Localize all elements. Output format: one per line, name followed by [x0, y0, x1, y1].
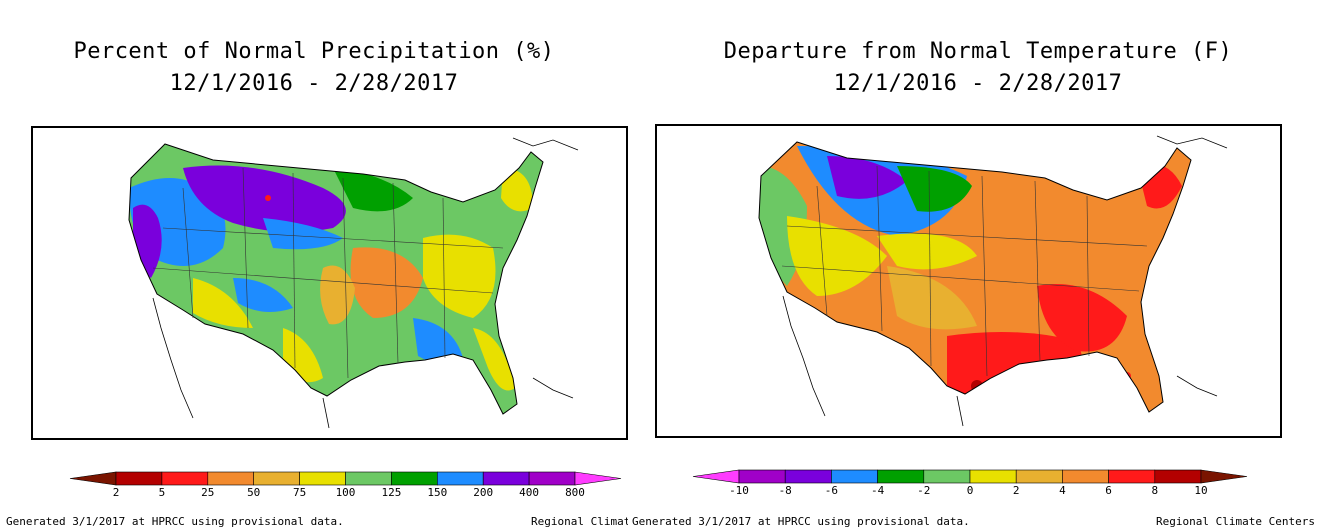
- legend-swatch: [1154, 469, 1202, 484]
- precipitation-footer-credit: Regional Climat: [531, 515, 628, 528]
- precipitation-us-map-svg: [128, 137, 579, 429]
- legend-tick-label: -10: [729, 484, 749, 497]
- legend-swatch: [1015, 469, 1063, 484]
- legend-tick-label: 5: [158, 486, 166, 499]
- temperature-coastline-mexico-canada: [782, 135, 1228, 427]
- legend-tick-label: -8: [778, 484, 792, 497]
- legend-tick-label: 10: [1194, 484, 1208, 497]
- precipitation-coastline-mexico-canada: [152, 137, 579, 429]
- temperature-date-range: 12/1/2016 - 2/28/2017: [833, 71, 1123, 96]
- precipitation-color-legend: [69, 471, 622, 486]
- precipitation-date-range: 12/1/2016 - 2/28/2017: [169, 71, 459, 96]
- legend-swatch: [923, 469, 971, 484]
- legend-swatch: [391, 471, 438, 486]
- legend-tick-label: 6: [1105, 484, 1112, 497]
- temperature-us-map-svg: [758, 135, 1228, 427]
- legend-tick-label: 50: [247, 486, 261, 499]
- legend-arrow-low: [69, 471, 117, 486]
- legend-arrow-low: [692, 469, 740, 484]
- legend-tick-label: 0: [966, 484, 974, 497]
- legend-arrow-high: [574, 471, 622, 486]
- legend-tick-label: 400: [519, 486, 540, 499]
- legend-swatch: [1062, 469, 1109, 484]
- legend-swatch: [115, 471, 163, 486]
- temperature-state-lines: [781, 165, 1148, 377]
- legend-tick-label: 200: [473, 486, 494, 499]
- legend-tick-label: -4: [870, 484, 885, 497]
- legend-swatch: [877, 469, 925, 484]
- legend-tick-label: 25: [201, 486, 215, 499]
- legend-tick-label: 800: [565, 486, 585, 499]
- legend-tick-label: 8: [1151, 484, 1159, 497]
- precipitation-title: Percent of Normal Precipitation (%): [73, 39, 555, 64]
- legend-swatch: [784, 469, 832, 484]
- precipitation-panel: Percent of Normal Precipitation (%) 12/1…: [0, 0, 628, 531]
- temperature-panel: Departure from Normal Temperature (F) 12…: [628, 0, 1328, 531]
- legend-swatch: [207, 471, 255, 486]
- legend-swatch: [738, 469, 786, 484]
- legend-tick-label: 75: [292, 486, 307, 499]
- legend-tick-label: 150: [427, 486, 448, 499]
- legend-swatch: [345, 471, 392, 486]
- legend-swatch: [299, 471, 346, 486]
- legend-tick-label: -6: [824, 484, 839, 497]
- legend-arrow-high: [1200, 469, 1248, 484]
- legend-swatch: [969, 469, 1017, 484]
- temperature-title: Departure from Normal Temperature (F): [723, 39, 1233, 64]
- temperature-color-legend: [692, 469, 1248, 484]
- precipitation-state-lines: [152, 167, 504, 379]
- temperature-footer-generated: Generated 3/1/2017 at HPRCC using provis…: [632, 515, 970, 528]
- legend-tick-label: 2: [112, 486, 120, 499]
- legend-tick-label: -2: [917, 484, 931, 497]
- legend-swatch: [831, 469, 878, 484]
- legend-swatch: [161, 471, 209, 486]
- legend-tick-label: 4: [1059, 484, 1066, 497]
- temperature-map: [655, 124, 1282, 438]
- legend-swatch: [528, 471, 576, 486]
- legend-swatch: [253, 471, 300, 486]
- legend-swatch: [1108, 469, 1156, 484]
- legend-swatch: [482, 471, 530, 486]
- legend-tick-label: 2: [1012, 484, 1020, 497]
- legend-swatch: [436, 471, 484, 486]
- legend-tick-label: 125: [381, 486, 402, 499]
- precipitation-footer-generated: Generated 3/1/2017 at HPRCC using provis…: [6, 515, 344, 528]
- precipitation-map: [31, 126, 628, 440]
- temperature-footer-credit: Regional Climate Centers: [1156, 515, 1315, 528]
- legend-tick-label: 100: [335, 486, 356, 499]
